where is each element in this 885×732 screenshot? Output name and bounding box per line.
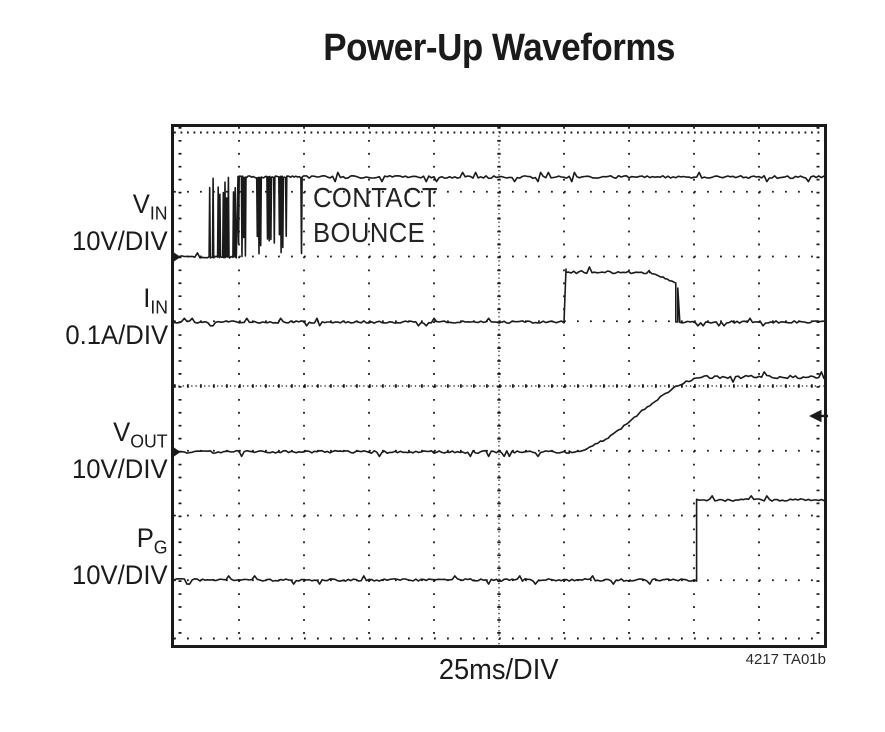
annotation-line2: BOUNCE [313, 217, 426, 248]
channel-label-vin: VIN 10V/DIV [67, 190, 168, 256]
annotation-line1: CONTACT [313, 182, 438, 213]
vout-trace [173, 371, 825, 458]
channel-name: VOUT [113, 417, 168, 452]
x-axis-label: 25ms/DIV [171, 654, 827, 687]
channel-scale: 10V/DIV [72, 454, 168, 485]
contact-bounce-annotation: CONTACT BOUNCE [313, 180, 447, 250]
level-arrow-icon [809, 409, 822, 423]
channel-label-iin: IIN 0.1A/DIV [60, 284, 168, 350]
channel-scale: 0.1A/DIV [65, 320, 168, 351]
channel-scale: 10V/DIV [72, 226, 168, 257]
ch1-ground-marker-icon [174, 252, 181, 262]
figure-title-text: Power-Up Waveforms [323, 27, 675, 69]
ch2-ground-marker-icon [174, 447, 181, 457]
figure-reference-code: 4217 TA01b [745, 651, 826, 668]
channel-label-vout: VOUT 10V/DIV [67, 418, 168, 484]
iin-trace [173, 266, 825, 327]
scope-plot [171, 124, 828, 648]
pg-trace [173, 495, 825, 585]
vin-trace [173, 171, 825, 259]
figure-title: Power-Up Waveforms [171, 27, 827, 70]
x-axis-label-text: 25ms/DIV [439, 654, 559, 686]
channel-scale: 10V/DIV [72, 560, 168, 591]
channel-label-pg: PG 10V/DIV [67, 524, 168, 590]
channel-name: VIN [133, 189, 168, 224]
plot-border [171, 124, 827, 648]
channel-name: PG [137, 523, 168, 558]
channel-name: IIN [143, 283, 168, 318]
